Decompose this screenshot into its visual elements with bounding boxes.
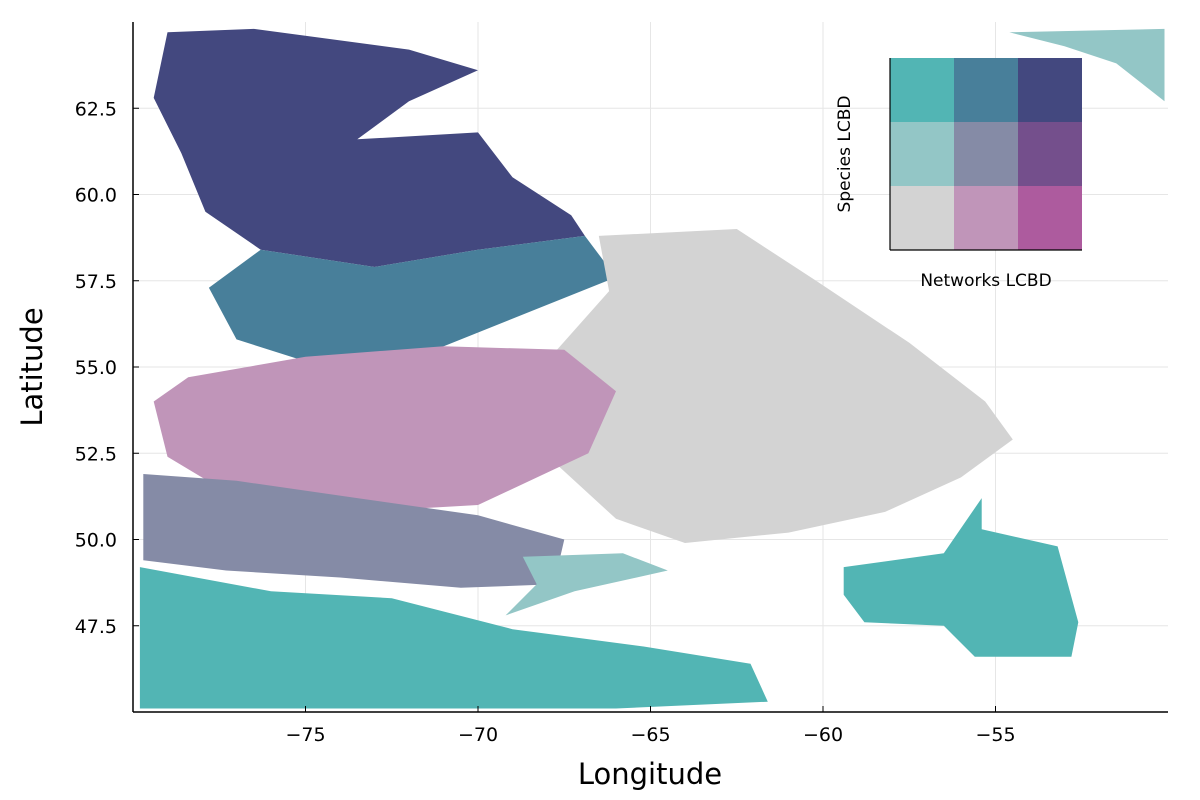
y-tick-label: 57.5 bbox=[75, 271, 117, 293]
legend-cell bbox=[954, 186, 1018, 250]
map-region bbox=[139, 567, 768, 709]
legend-cell bbox=[1018, 58, 1082, 122]
y-tick-label: 55.0 bbox=[75, 357, 117, 379]
y-axis-ticks: 47.5 50.0 52.5 55.0 57.5 60.0 62.5 bbox=[75, 98, 139, 638]
map-region bbox=[1009, 28, 1165, 102]
x-tick-label: −65 bbox=[630, 724, 670, 746]
y-tick-label: 52.5 bbox=[75, 443, 117, 465]
map-region bbox=[505, 553, 668, 616]
map-region bbox=[843, 498, 1079, 657]
legend-y-label: Species LCBD bbox=[835, 96, 855, 213]
y-tick-label: 47.5 bbox=[75, 616, 117, 638]
map-region bbox=[143, 474, 565, 588]
bivariate-legend: Networks LCBD Species LCBD bbox=[835, 58, 1082, 291]
y-tick-label: 60.0 bbox=[75, 185, 117, 207]
legend-cell bbox=[954, 58, 1018, 122]
y-axis-title: Latitude bbox=[15, 307, 49, 426]
legend-cell bbox=[954, 122, 1018, 186]
legend-cell bbox=[890, 58, 954, 122]
x-tick-label: −75 bbox=[285, 724, 325, 746]
x-tick-label: −55 bbox=[975, 724, 1015, 746]
x-axis-title: Longitude bbox=[578, 757, 722, 791]
y-tick-label: 62.5 bbox=[75, 98, 117, 120]
legend-x-label: Networks LCBD bbox=[920, 271, 1051, 291]
y-tick-label: 50.0 bbox=[75, 530, 117, 552]
x-tick-label: −70 bbox=[458, 724, 498, 746]
legend-cell bbox=[1018, 122, 1082, 186]
map-region bbox=[153, 28, 585, 268]
x-axis-ticks: −75 −70 −65 −60 −55 bbox=[285, 706, 1016, 746]
map-region bbox=[533, 229, 1013, 543]
legend-cell bbox=[890, 122, 954, 186]
legend-grid bbox=[890, 58, 1082, 250]
map-region bbox=[153, 346, 616, 512]
x-tick-label: −60 bbox=[803, 724, 843, 746]
legend-cell bbox=[890, 186, 954, 250]
legend-cell bbox=[1018, 186, 1082, 250]
map-raster bbox=[139, 28, 1165, 709]
map-region bbox=[208, 235, 616, 364]
